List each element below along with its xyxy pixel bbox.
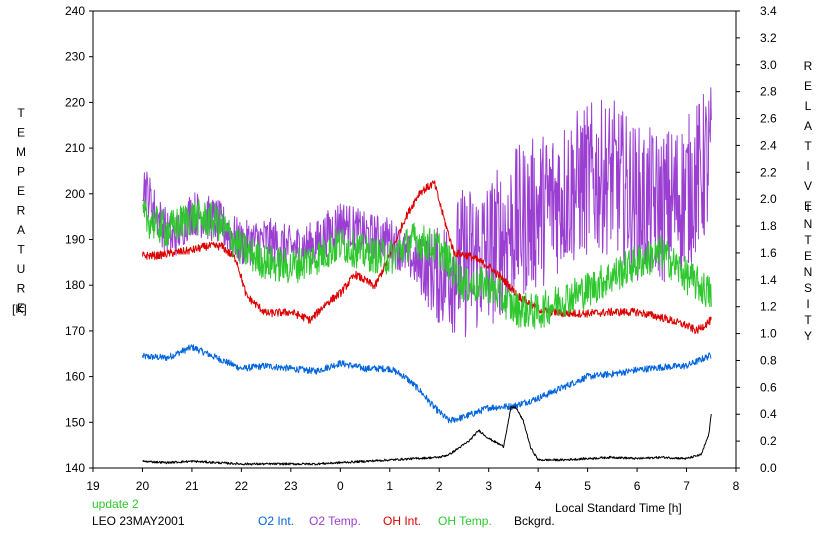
left-axis-label-letter: E <box>17 301 25 315</box>
legend-entry: Bckgrd. <box>514 514 555 528</box>
left-axis-label-letter: T <box>17 106 25 120</box>
right-tick-label: 1.8 <box>760 219 777 233</box>
right-tick-label: 0.2 <box>760 434 777 448</box>
left-axis-label-letter: R <box>17 204 26 218</box>
right-axis-label-letter: T <box>804 139 812 153</box>
legend-entry: OH Int. <box>383 514 421 528</box>
right-axis-label-letter: E <box>804 249 812 263</box>
x-tick-label: 23 <box>284 479 298 493</box>
left-tick-label: 150 <box>65 415 85 429</box>
legend-entry: O2 Temp. <box>309 514 361 528</box>
series-line-o2-int <box>142 344 712 424</box>
series-line-bckgrd <box>142 405 712 466</box>
right-tick-label: 1.6 <box>760 246 777 260</box>
left-tick-label: 220 <box>65 95 85 109</box>
right-axis-label-letter: S <box>804 281 812 295</box>
right-tick-label: 1.4 <box>760 273 777 287</box>
right-axis-label-letter: I <box>806 201 809 215</box>
right-axis-label-letter: E <box>804 199 812 213</box>
x-tick-label: 3 <box>485 479 492 493</box>
right-axis-label-letter: E <box>804 79 812 93</box>
legend-entry: OH Temp. <box>438 514 492 528</box>
right-tick-label: 2.6 <box>760 112 777 126</box>
left-axis-label-letter: M <box>16 145 26 159</box>
right-tick-label: 3.2 <box>760 31 777 45</box>
legend: O2 Int. O2 Temp. OH Int. OH Temp. Bckgrd. <box>258 514 555 528</box>
legend-entry: O2 Int. <box>258 514 294 528</box>
x-axis: 19 20 21 22 23 0 1 2 3 4 5 6 7 8 <box>86 468 740 493</box>
left-axis-label-letter: A <box>17 223 25 237</box>
x-tick-label: 20 <box>136 479 150 493</box>
right-axis-label-letter: I <box>806 159 809 173</box>
left-axis-label-letter: T <box>17 243 25 257</box>
right-tick-label: 2.4 <box>760 138 777 152</box>
left-tick-label: 170 <box>65 324 85 338</box>
x-tick-label: 2 <box>436 479 443 493</box>
x-tick-label: 5 <box>584 479 591 493</box>
x-axis-label: Local Standard Time [h] <box>555 501 682 515</box>
right-axis-label-letter: I <box>806 297 809 311</box>
left-tick-label: 190 <box>65 233 85 247</box>
right-tick-label: 2.2 <box>760 165 777 179</box>
left-tick-label: 140 <box>65 461 85 475</box>
right-axis-label-letter: A <box>804 119 812 133</box>
left-axis-label-letter: R <box>17 282 26 296</box>
x-tick-label: 4 <box>535 479 542 493</box>
left-tick-label: 160 <box>65 370 85 384</box>
series-line-oh-temp <box>142 199 712 330</box>
left-axis-label-letter: E <box>17 126 25 140</box>
right-tick-label: 0.0 <box>760 461 777 475</box>
x-tick-label: 0 <box>337 479 344 493</box>
right-tick-label: 0.4 <box>760 407 777 421</box>
right-tick-label: 1.0 <box>760 327 777 341</box>
right-tick-label: 3.4 <box>760 4 777 18</box>
left-axis-label-letter: E <box>17 184 25 198</box>
x-tick-label: 6 <box>634 479 641 493</box>
left-tick-label: 210 <box>65 141 85 155</box>
x-tick-label: 7 <box>683 479 690 493</box>
series-line-oh-int <box>142 180 712 335</box>
right-axis-label-letter: V <box>804 179 812 193</box>
right-axis-label-letter: N <box>804 217 813 231</box>
right-tick-label: 0.8 <box>760 353 777 367</box>
left-tick-label: 240 <box>65 4 85 18</box>
left-tick-label: 200 <box>65 187 85 201</box>
x-tick-label: 22 <box>235 479 249 493</box>
series-lines <box>142 87 712 466</box>
right-tick-label: 1.2 <box>760 300 777 314</box>
right-tick-label: 0.6 <box>760 380 777 394</box>
x-tick-label: 1 <box>386 479 393 493</box>
right-tick-label: 2.8 <box>760 85 777 99</box>
right-tick-label: 3.0 <box>760 58 777 72</box>
right-axis-label-letter: Y <box>804 329 812 343</box>
left-axis-label-letter: U <box>17 262 26 276</box>
x-tick-label: 19 <box>86 479 100 493</box>
left-tick-label: 180 <box>65 278 85 292</box>
left-axis-label-letter: P <box>17 165 25 179</box>
right-tick-label: 2.0 <box>760 192 777 206</box>
x-tick-label: 21 <box>185 479 199 493</box>
station-date-label: LEO 23MAY2001 <box>92 514 185 528</box>
left-axis-unit: [K] <box>12 302 27 316</box>
right-axis-label-letter: R <box>804 59 813 73</box>
right-axis-label-letter: T <box>804 233 812 247</box>
right-axis-label-letter: L <box>805 99 812 113</box>
update-label: update 2 <box>92 497 139 511</box>
left-axis: 140 150 160 170 180 190 200 210 220 230 240 <box>65 4 93 475</box>
right-axis-label-letter: T <box>804 313 812 327</box>
right-axis-label-letter: N <box>804 265 813 279</box>
left-tick-label: 230 <box>65 50 85 64</box>
x-tick-label: 8 <box>733 479 740 493</box>
right-axis: 0.0 0.2 0.4 0.6 0.8 1.0 1.2 1.4 1.6 1.8 2.0 2.2 2.4 2… <box>736 4 777 475</box>
